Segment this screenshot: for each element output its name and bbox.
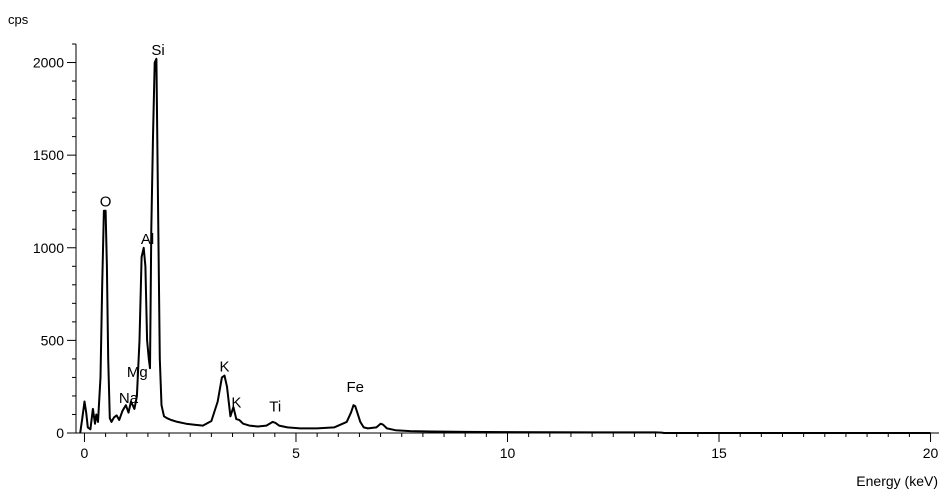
x-tick-label: 20 <box>923 445 939 461</box>
peak-label: Si <box>151 42 164 59</box>
y-tick-label: 0 <box>56 425 64 441</box>
series-layer <box>79 57 931 434</box>
peak-labels: Si O Al Mg Na K K Ti Fe <box>100 42 364 416</box>
x-tick-label: 5 <box>292 445 300 461</box>
peak-label: Mg <box>127 364 148 381</box>
x-axis-label: Energy (keV) <box>856 473 938 489</box>
y-tick-label: 500 <box>41 332 65 348</box>
peak-label: O <box>100 194 112 211</box>
y-axis-label: cps <box>8 12 29 27</box>
y-tick-label: 1500 <box>33 147 64 163</box>
peak-label: Al <box>141 231 154 248</box>
spectrum-line-0 <box>79 57 931 434</box>
peak-label: Fe <box>346 379 364 396</box>
x-tick-label: 0 <box>81 445 89 461</box>
y-tick-label: 2000 <box>33 55 64 71</box>
x-tick-label: 15 <box>711 445 727 461</box>
tick-labels: 0 500 1000 1500 2000 0 5 10 15 20 <box>33 55 939 461</box>
plot-area <box>76 44 939 433</box>
peak-label: Na <box>119 390 139 407</box>
x-tick-label: 10 <box>500 445 516 461</box>
y-tick-label: 1000 <box>33 240 64 256</box>
peak-label: K <box>231 395 241 412</box>
peak-label: K <box>219 359 229 376</box>
peak-label: Ti <box>269 398 281 415</box>
